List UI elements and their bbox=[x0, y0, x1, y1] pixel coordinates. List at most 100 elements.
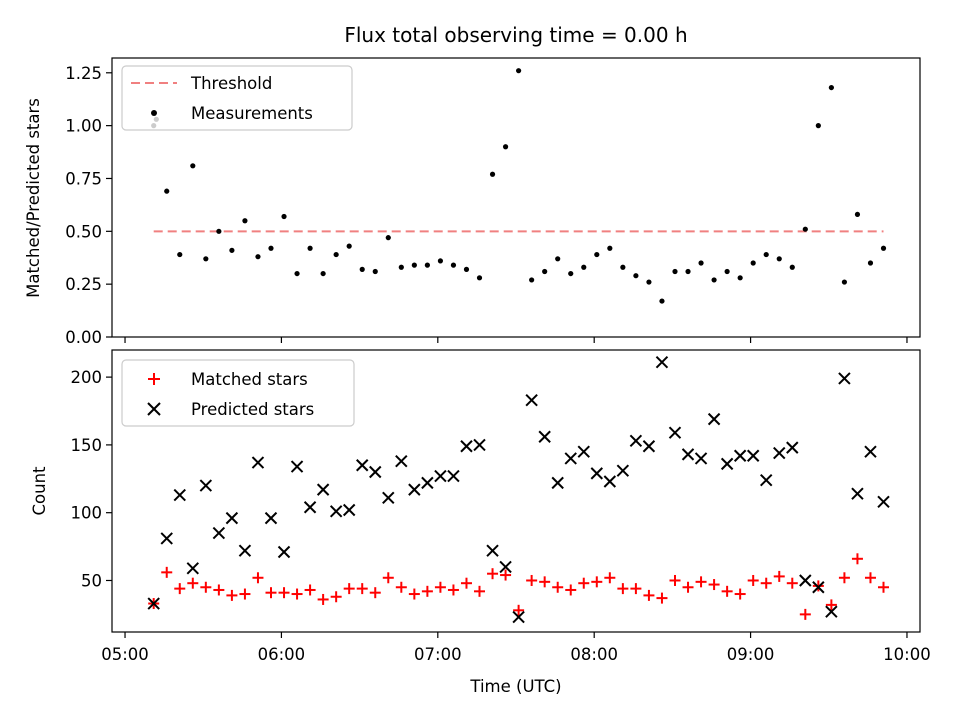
matched-stars-point bbox=[408, 588, 420, 600]
y-tick-label: 100 bbox=[71, 504, 103, 523]
legend-matched-swatch bbox=[148, 373, 160, 385]
x-tick-label: 08:00 bbox=[570, 645, 618, 664]
matched-stars-point bbox=[278, 587, 290, 599]
y-tick-label: 50 bbox=[81, 571, 102, 590]
measurement-point bbox=[229, 247, 235, 253]
chart-title: Flux total observing time = 0.00 h bbox=[344, 23, 687, 47]
legend-threshold-label: Threshold bbox=[190, 74, 272, 93]
measurement-point bbox=[646, 279, 652, 285]
measurement-point bbox=[502, 144, 509, 150]
measurement-point bbox=[776, 256, 782, 262]
y-tick-label: 1.25 bbox=[65, 64, 102, 83]
measurement-point bbox=[476, 275, 483, 281]
bottom-legend: Matched stars Predicted stars bbox=[121, 359, 355, 427]
predicted-stars-point bbox=[746, 449, 760, 462]
x-tick-label: 06:00 bbox=[258, 645, 306, 664]
matched-stars-point bbox=[187, 577, 199, 589]
predicted-stars-point bbox=[577, 445, 590, 458]
predicted-stars-point bbox=[707, 412, 721, 426]
predicted-stars-point bbox=[251, 456, 265, 469]
x-tick-label: 05:00 bbox=[101, 645, 149, 664]
measurement-point bbox=[242, 218, 248, 224]
matched-stars-point bbox=[474, 585, 486, 597]
matched-stars-point bbox=[760, 577, 772, 589]
measurement-point bbox=[841, 279, 848, 285]
predicted-stars-point bbox=[342, 503, 356, 517]
top-legend-box bbox=[121, 65, 353, 131]
predicted-stars-point bbox=[395, 454, 408, 468]
matched-stars-point bbox=[591, 576, 603, 588]
predicted-stars-point bbox=[564, 452, 577, 465]
matched-stars-point bbox=[773, 570, 785, 582]
predicted-stars-point bbox=[329, 505, 343, 518]
measurement-point bbox=[450, 262, 457, 268]
predicted-stars-point bbox=[277, 545, 291, 559]
predicted-stars-point bbox=[486, 544, 499, 557]
measurement-point bbox=[164, 188, 170, 194]
matched-stars-point bbox=[734, 588, 746, 600]
matched-stars-point bbox=[695, 576, 707, 588]
matched-stars-point bbox=[552, 581, 564, 593]
measurement-point bbox=[867, 260, 874, 266]
matched-stars-point bbox=[239, 588, 251, 600]
predicted-stars-point bbox=[616, 464, 630, 477]
measurement-point bbox=[333, 251, 339, 258]
y-tick-label: 0.00 bbox=[65, 328, 102, 347]
matched-stars-point bbox=[799, 608, 811, 620]
measurement-point bbox=[815, 123, 821, 129]
predicted-stars-point bbox=[212, 526, 226, 540]
matched-stars-point bbox=[226, 589, 238, 601]
y-tick-label: 200 bbox=[71, 368, 103, 387]
measurement-point bbox=[190, 163, 196, 169]
matched-stars-point bbox=[682, 581, 694, 593]
matched-stars-point bbox=[174, 583, 186, 595]
legend-predicted-label: Predicted stars bbox=[191, 400, 314, 419]
matched-stars-point bbox=[421, 585, 433, 597]
matched-stars-point bbox=[161, 566, 173, 578]
matched-stars-point bbox=[291, 588, 303, 600]
measurement-point bbox=[802, 226, 808, 232]
predicted-stars-point bbox=[694, 452, 708, 465]
predicted-stars-point bbox=[173, 488, 186, 502]
top-y-axis-label: Matched/Predicted stars bbox=[24, 98, 43, 298]
matched-stars-point bbox=[330, 591, 342, 603]
bottom-panel: 50 100 150 200 05:00 06:00 07:00 08:00 09:00 10:… bbox=[30, 349, 931, 696]
predicted-stars-point bbox=[773, 446, 786, 460]
matched-stars-point bbox=[395, 581, 407, 593]
measurement-point bbox=[255, 254, 261, 260]
predicted-stars-point bbox=[786, 441, 799, 454]
measurement-point bbox=[203, 256, 209, 262]
top-legend: Threshold Measurements bbox=[121, 65, 353, 131]
legend-measurements-swatch bbox=[151, 110, 157, 116]
predicted-stars-point bbox=[356, 459, 369, 472]
matched-stars-point bbox=[669, 574, 681, 586]
matched-stars-point bbox=[356, 583, 368, 595]
measurement-point bbox=[437, 258, 444, 264]
predicted-stars-point bbox=[512, 610, 525, 624]
matched-stars-point bbox=[864, 572, 876, 584]
top-marks bbox=[151, 68, 887, 304]
matched-stars-point bbox=[369, 587, 381, 599]
measurement-point bbox=[789, 264, 795, 270]
measurement-point bbox=[581, 264, 587, 270]
predicted-stars-point bbox=[838, 372, 851, 385]
measurement-point bbox=[320, 270, 326, 277]
legend-predicted-swatch bbox=[147, 402, 161, 416]
matched-stars-point bbox=[343, 583, 355, 595]
measurement-point bbox=[607, 245, 613, 251]
measurement-point bbox=[516, 68, 522, 74]
matched-stars-point bbox=[838, 572, 850, 584]
measurement-point bbox=[346, 243, 352, 249]
matched-stars-point bbox=[851, 553, 863, 565]
y-tick-label: 0.25 bbox=[65, 275, 102, 294]
predicted-stars-point bbox=[864, 445, 877, 458]
measurement-point bbox=[633, 273, 639, 279]
measurement-point bbox=[307, 245, 313, 251]
measurement-point bbox=[880, 245, 887, 251]
matched-stars-point bbox=[578, 577, 590, 589]
top-x-ticks bbox=[124, 337, 908, 343]
matched-stars-point bbox=[460, 577, 472, 589]
y-tick-label: 0.50 bbox=[65, 222, 102, 241]
x-axis-label: Time (UTC) bbox=[469, 677, 561, 696]
legend-matched-label: Matched stars bbox=[191, 370, 308, 389]
